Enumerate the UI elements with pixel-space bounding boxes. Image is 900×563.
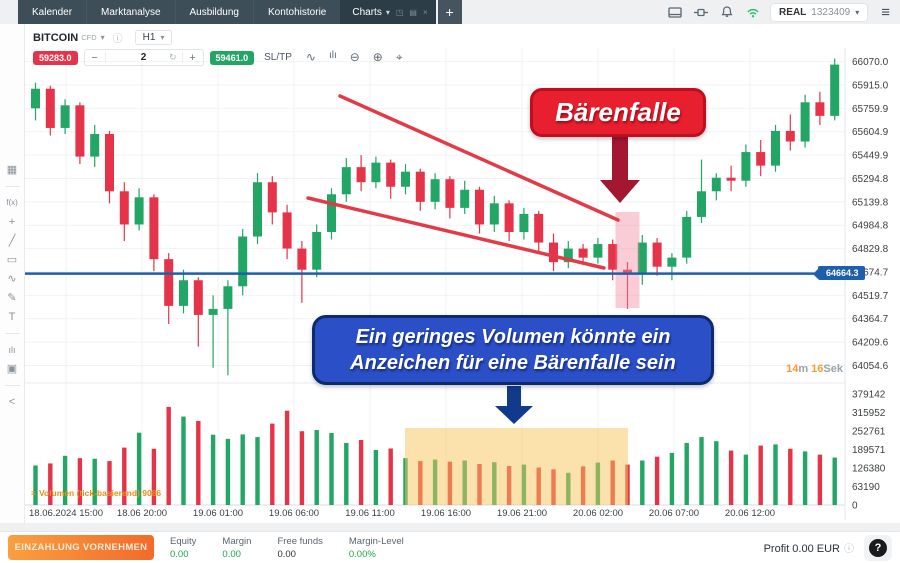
margin-level-stat: Margin-Level 0.00% [349,536,404,560]
profit-text: Profit 0.00 EUR [763,543,840,555]
equity-value: 0.00 [170,548,189,560]
deposit-button[interactable]: EINZAHLUNG VORNEHMEN [8,535,154,560]
chart-toolbar: BITCOIN CFD ▾ ⓘ H1 ▾ 59283.0 − 2 ↻ + 594… [33,29,403,66]
wave-tool-icon[interactable]: ∿ [7,273,17,285]
timer-seconds-unit: Sek [823,363,843,375]
tab-strip: Kalender Marktanalyse Ausbildung Kontohi… [18,0,462,24]
popout-icon[interactable]: ◳ [395,7,404,17]
margin-level-label: Margin-Level [348,535,404,547]
draw-tool-icon[interactable]: ✎ [7,292,17,304]
volume-decrease-button[interactable]: − [91,51,98,64]
volume-input[interactable]: 2 ↻ [104,52,183,63]
tab-marktanalyse[interactable]: Marktanalyse [86,0,175,24]
sell-button[interactable]: 59283.0 [33,50,78,65]
indicators-panel-icon[interactable]: ılı [8,345,16,355]
account-stats: Equity 0.00 Margin 0.00 Free funds 0.00 … [170,536,404,560]
bell-icon[interactable] [719,5,735,19]
timer-seconds: 16 [811,363,824,375]
buy-button[interactable]: 59461.0 [209,50,255,65]
question-mark-icon: ? [869,538,887,557]
chart-panel [25,24,900,523]
timeframe-value: H1 [142,32,156,43]
volume-note-line1: Ein geringes Volumen könnte ein [355,326,671,348]
tab-ausbildung[interactable]: Ausbildung [174,0,253,24]
timer-minutes: 14 [786,363,799,375]
connection-icon[interactable] [693,5,709,19]
layout-icon[interactable] [667,5,683,19]
divider [4,333,20,334]
account-selector[interactable]: REAL 1323409 ▾ [771,3,868,21]
close-icon[interactable]: × [422,7,428,17]
account-type: REAL [779,6,807,18]
crosshair-icon[interactable]: + [8,216,16,228]
trendline-tool-icon[interactable]: ╱ [8,235,16,247]
margin-level-value: 0.00% [348,548,376,560]
text-tool-icon[interactable]: T [8,311,16,323]
volume-note-callout: Ein geringes Volumen könnte ein Anzeiche… [312,315,714,385]
new-tab-button[interactable]: + [437,0,462,24]
top-bar-right: REAL 1323409 ▾ ≡ [667,0,900,24]
volume-note-line2: Anzeichen für eine Bärenfalle sein [350,352,676,374]
tab-kalender[interactable]: Kalender [18,0,87,24]
pan-icon[interactable]: ⌖ [395,50,403,64]
drawing-toolbar: ▦ f(x) + ╱ ▭ ∿ ✎ T ılı ▣ < [0,24,25,523]
profit-readout: Profit 0.00 EUR ⓘ [764,540,854,555]
print-icon[interactable]: ▤ [409,7,417,17]
menu-icon[interactable]: ≡ [881,3,890,21]
free-funds-label: Free funds [277,535,323,547]
equity-label: Equity [170,535,197,547]
zoom-out-icon[interactable]: ⊖ [349,50,360,64]
wifi-status-icon [745,5,761,19]
chevron-down-icon[interactable]: ▾ [100,33,105,42]
indicators-icon[interactable]: ılı [328,50,337,61]
bear-trap-label: Bärenfalle [555,97,681,127]
tab-charts-active[interactable]: Charts ▾ ◳ ▤ × [340,0,436,24]
tab-kontohistorie[interactable]: Kontohistorie [252,0,341,24]
chevron-down-icon: ▾ [855,7,860,17]
free-funds-stat: Free funds 0.00 [277,536,322,560]
fx-indicator-icon[interactable]: f(x) [6,198,18,207]
layout-grid-icon[interactable]: ▦ [6,164,18,176]
free-funds-value: 0.00 [277,548,296,560]
volume-increase-button[interactable]: + [189,51,196,64]
timeframe-selector[interactable]: H1 ▾ [134,30,173,45]
volume-indicator-text: Volumen (tick-basierend) 9086 [38,488,162,498]
candle-countdown-timer: 14m 16Sek [786,363,843,375]
current-price-tag: 64664.3 [813,266,865,280]
margin-label: Margin [222,535,252,547]
zoom-in-icon[interactable]: ⊕ [372,50,383,64]
status-bar: EINZAHLUNG VORNEHMEN Equity 0.00 Margin … [0,531,900,563]
settings-icon[interactable]: ≡ [31,488,36,498]
volume-indicator-label[interactable]: ≡ Volumen (tick-basierend) 9086 [31,488,161,498]
bear-trap-callout: Bärenfalle [530,88,706,137]
help-button[interactable]: ? [864,534,892,561]
volume-stepper: − 2 ↻ + [83,49,204,66]
chevron-down-icon: ▾ [160,33,165,42]
reload-icon[interactable]: ↻ [169,52,177,62]
divider [4,385,20,386]
sltp-button[interactable]: SL/TP [264,52,292,63]
line-style-icon[interactable]: ∿ [305,50,316,64]
objects-icon[interactable]: ▣ [6,363,18,375]
margin-value: 0.00 [222,548,241,560]
account-number: 1323409 [811,6,851,18]
margin-stat: Margin 0.00 [222,536,251,560]
equity-stat: Equity 0.00 [170,536,196,560]
volume-value: 2 [140,52,147,63]
timer-minutes-unit: m [798,363,809,375]
tab-charts-label: Charts [352,6,382,18]
divider [4,186,20,187]
rectangle-tool-icon[interactable]: ▭ [6,254,18,266]
info-icon[interactable]: ⓘ [112,34,123,45]
chevron-down-icon[interactable]: ▾ [385,7,390,17]
top-bar: Kalender Marktanalyse Ausbildung Kontohi… [0,0,900,24]
symbol-name[interactable]: BITCOIN [33,31,79,44]
symbol-type: CFD [81,33,97,42]
info-icon[interactable]: ⓘ [844,544,854,555]
share-icon[interactable]: < [8,396,16,408]
